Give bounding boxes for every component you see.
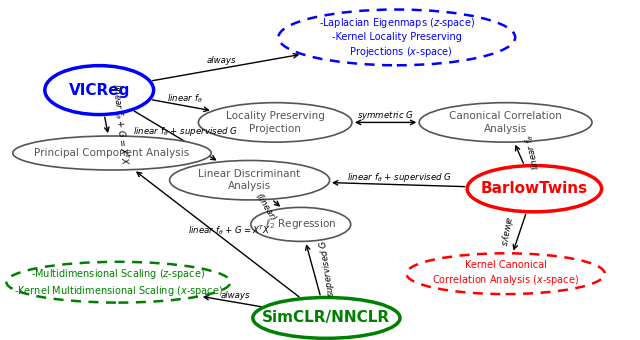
Text: linear $f_{\theta}$ + $G = X^TX$: linear $f_{\theta}$ + $G = X^TX$ <box>109 83 132 166</box>
Text: (linear): (linear) <box>253 192 277 223</box>
Ellipse shape <box>467 166 602 212</box>
Ellipse shape <box>406 253 605 294</box>
Text: SimCLR/NNCLR: SimCLR/NNCLR <box>262 310 390 325</box>
Text: symmetric $G$: symmetric $G$ <box>357 109 414 122</box>
Text: -Multidimensional Scaling ($z$-space)
-Kernel Multidimensional Scaling ($x$-spac: -Multidimensional Scaling ($z$-space) -K… <box>14 267 223 298</box>
Ellipse shape <box>45 66 154 115</box>
Ellipse shape <box>198 103 352 142</box>
Text: Canonical Correlation
Analysis: Canonical Correlation Analysis <box>449 111 562 134</box>
Text: always: always <box>207 56 236 65</box>
Text: always: always <box>221 291 250 300</box>
Text: Locality Preserving
Projection: Locality Preserving Projection <box>226 111 324 134</box>
Text: -Laplacian Eigenmaps ($z$-space)
-Kernel Locality Preserving
   Projections ($x$: -Laplacian Eigenmaps ($z$-space) -Kernel… <box>319 16 475 59</box>
Text: supervised $G$: supervised $G$ <box>316 239 338 298</box>
Ellipse shape <box>278 10 515 65</box>
Text: linear $f_{\theta}$ + supervised $G$: linear $f_{\theta}$ + supervised $G$ <box>347 171 451 184</box>
Ellipse shape <box>6 262 230 303</box>
Text: Principal Component Analysis: Principal Component Analysis <box>35 148 189 158</box>
Text: Kernel Canonical
Correlation Analysis ($x$-space): Kernel Canonical Correlation Analysis ($… <box>432 260 579 287</box>
Ellipse shape <box>170 160 330 200</box>
Text: Linear Discriminant
Analysis: Linear Discriminant Analysis <box>198 169 301 191</box>
Ellipse shape <box>253 298 400 338</box>
Text: always: always <box>499 216 513 246</box>
Text: BarlowTwins: BarlowTwins <box>481 181 588 196</box>
Text: linear $f_{\theta}$: linear $f_{\theta}$ <box>523 133 543 171</box>
Text: $\ell_2$ Regression: $\ell_2$ Regression <box>265 217 337 232</box>
Text: linear $f_{\theta}$: linear $f_{\theta}$ <box>168 92 203 105</box>
Text: VICReg: VICReg <box>68 83 130 98</box>
Ellipse shape <box>13 136 211 170</box>
Ellipse shape <box>251 207 351 241</box>
Text: linear $f_{\theta}$ + $G = X^TX$: linear $f_{\theta}$ + $G = X^TX$ <box>188 223 271 237</box>
Text: linear $f_{\theta}$ + supervised $G$: linear $f_{\theta}$ + supervised $G$ <box>132 125 237 138</box>
Ellipse shape <box>419 103 592 142</box>
